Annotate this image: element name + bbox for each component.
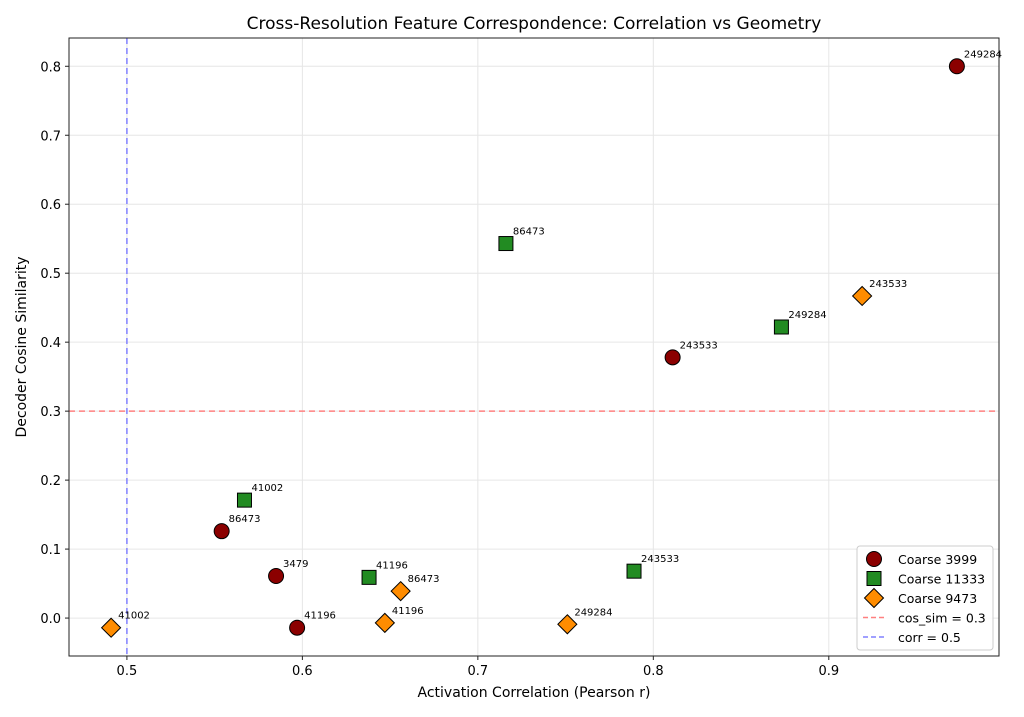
data-point-circle [948, 58, 965, 75]
y-tick-label: 0.7 [40, 129, 61, 144]
point-label: 249284 [574, 607, 612, 618]
x-axis-ticks: 0.5 0.6 0.7 0.8 0.9 [117, 656, 839, 679]
y-tick-label: 0.4 [40, 336, 61, 351]
data-point-square [361, 569, 377, 585]
legend-marker-diamond [863, 587, 885, 609]
x-tick-label: 0.5 [117, 664, 138, 679]
point-label: 86473 [408, 574, 440, 585]
y-tick-label: 0.5 [40, 267, 61, 282]
data-points [100, 58, 965, 638]
point-label: 3479 [283, 559, 308, 570]
legend-label: Coarse 11333 [898, 572, 985, 587]
data-point-square [773, 319, 789, 335]
legend-label: corr = 0.5 [898, 630, 961, 645]
data-point-circle [268, 567, 285, 584]
data-point-square [626, 563, 642, 579]
point-label: 86473 [229, 514, 261, 525]
data-point-diamond [390, 580, 411, 602]
grid [69, 38, 999, 656]
reference-lines [69, 38, 999, 656]
data-point-square [236, 492, 252, 508]
y-axis-ticks: 0.0 0.1 0.2 0.3 0.4 0.5 0.6 0.7 0.8 [40, 60, 69, 627]
legend: Coarse 3999 Coarse 11333 Coarse 9473 cos_si… [856, 545, 994, 651]
point-label: 41196 [392, 606, 424, 617]
plot-frame [68, 37, 1000, 657]
point-label: 41002 [251, 483, 283, 494]
y-tick-label: 0.2 [40, 474, 61, 489]
x-tick-label: 0.7 [468, 664, 489, 679]
x-tick-label: 0.6 [292, 664, 313, 679]
point-label: 249284 [788, 310, 826, 321]
y-tick-label: 0.1 [40, 543, 61, 558]
chart-title: Cross-Resolution Feature Correspondence:… [247, 14, 822, 34]
legend-marker-square [866, 571, 882, 586]
point-label: 243533 [680, 340, 718, 351]
point-label: 41196 [376, 560, 408, 571]
legend-marker-circle [866, 551, 882, 567]
data-point-circle [664, 349, 681, 366]
point-label: 41002 [118, 611, 150, 622]
legend-label: cos_sim = 0.3 [898, 611, 986, 626]
y-axis-label: Decoder Cosine Similarity [14, 256, 30, 437]
data-point-diamond [557, 614, 578, 635]
data-point-circle [289, 619, 306, 636]
y-tick-label: 0.6 [40, 198, 61, 213]
y-tick-label: 0.3 [40, 405, 61, 420]
point-label: 41196 [304, 611, 336, 622]
point-label: 243533 [641, 554, 679, 565]
data-point-square [498, 236, 514, 252]
point-labels: 2492842435338647334794119686473249284410… [118, 49, 1002, 621]
x-tick-label: 0.9 [818, 664, 839, 679]
data-point-diamond [851, 285, 873, 307]
y-tick-label: 0.0 [40, 612, 61, 627]
legend-label: Coarse 3999 [898, 552, 977, 567]
x-axis-label: Activation Correlation (Pearson r) [418, 685, 651, 701]
point-label: 249284 [964, 49, 1002, 60]
legend-box [856, 545, 994, 651]
data-point-diamond [100, 617, 122, 638]
data-point-circle [213, 523, 230, 540]
y-tick-label: 0.8 [40, 60, 61, 75]
point-label: 86473 [513, 227, 545, 238]
point-label: 243533 [869, 279, 907, 290]
data-point-diamond [374, 612, 396, 634]
legend-label: Coarse 9473 [898, 591, 977, 606]
x-tick-label: 0.8 [643, 664, 664, 679]
